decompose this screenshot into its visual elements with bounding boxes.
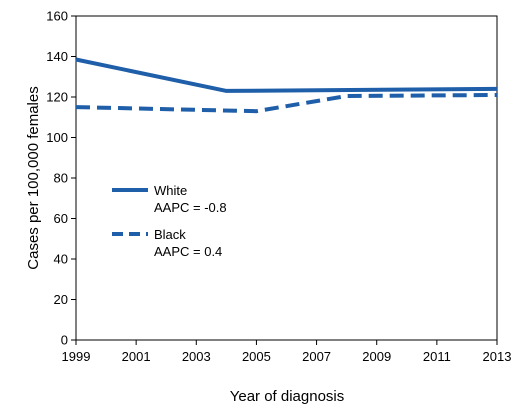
y-tick-label: 120 <box>46 90 68 105</box>
y-tick-label: 160 <box>46 9 68 24</box>
x-tick-label: 2013 <box>483 349 512 364</box>
x-tick-label: 2009 <box>362 349 391 364</box>
x-tick-label: 1999 <box>62 349 91 364</box>
y-tick-label: 100 <box>46 130 68 145</box>
legend-label-white: White <box>154 183 187 198</box>
legend: White AAPC = -0.8 Black AAPC = 0.4 <box>112 183 227 259</box>
y-tick-label: 40 <box>54 252 68 267</box>
y-axis: 0 20 40 60 80 100 120 140 160 <box>46 9 76 348</box>
x-tick-label: 2007 <box>302 349 331 364</box>
series-group <box>75 57 498 114</box>
y-tick-label: 80 <box>54 171 68 186</box>
x-tick-label: 2003 <box>182 349 211 364</box>
legend-label-black: Black <box>154 227 186 242</box>
x-axis: 1999 2001 2003 2005 2007 2009 2011 2013 <box>62 340 512 364</box>
y-tick-label: 140 <box>46 49 68 64</box>
y-tick-label: 60 <box>54 211 68 226</box>
y-tick-label: 20 <box>54 292 68 307</box>
legend-note-black: AAPC = 0.4 <box>154 244 222 259</box>
y-tick-label: 0 <box>61 333 68 348</box>
x-tick-label: 2011 <box>423 349 451 364</box>
x-tick-label: 2001 <box>122 349 151 364</box>
x-axis-title: Year of diagnosis <box>230 388 345 405</box>
legend-note-white: AAPC = -0.8 <box>154 200 227 215</box>
y-axis-title: Cases per 100,000 females <box>25 86 42 269</box>
x-tick-label: 2005 <box>242 349 271 364</box>
series-line-black <box>75 93 498 114</box>
plot-area <box>75 15 498 341</box>
series-line-white <box>75 57 498 93</box>
